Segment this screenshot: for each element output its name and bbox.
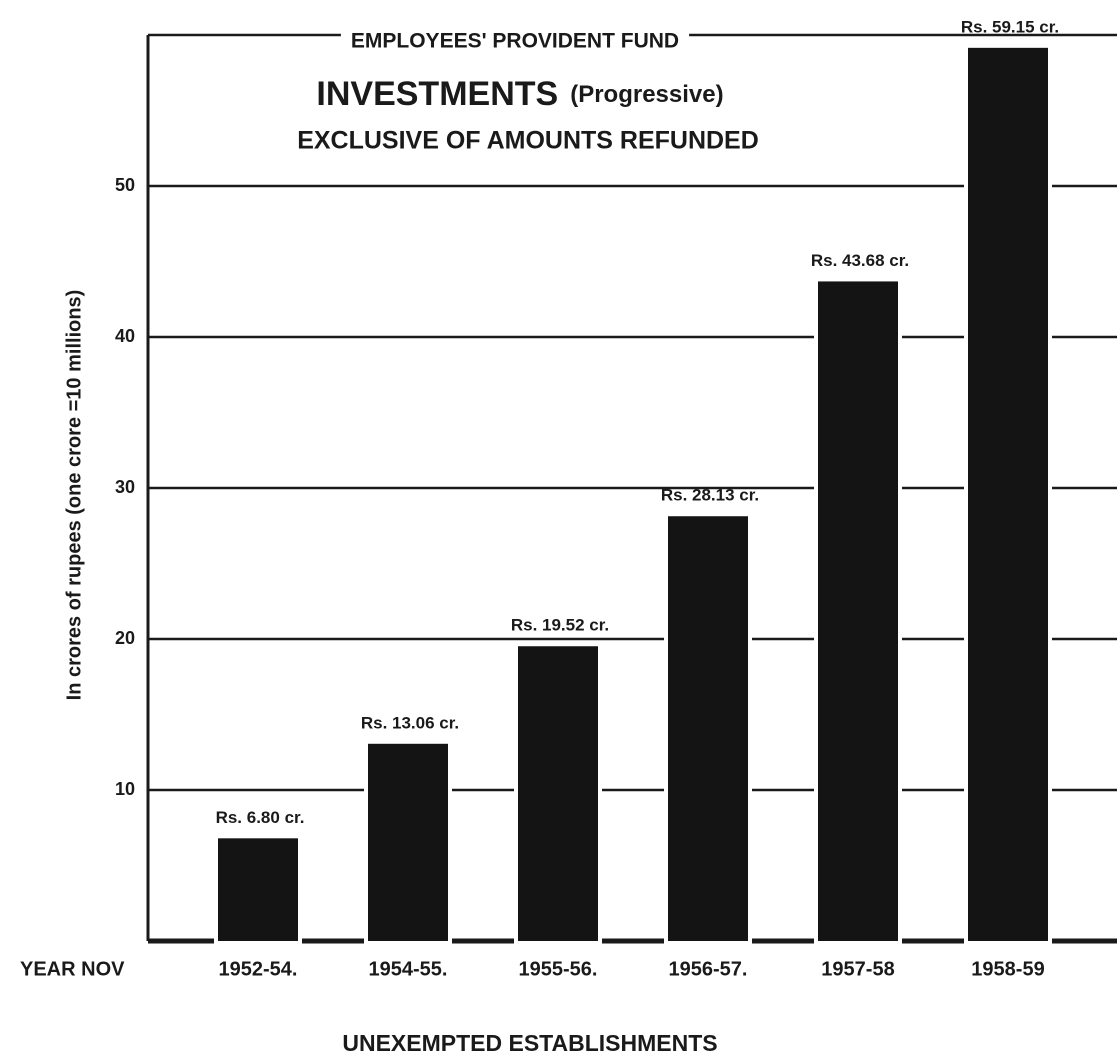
bar [514,642,602,945]
bar [664,512,752,945]
y-tick-label: 20 [115,628,135,648]
y-tick-label: 40 [115,326,135,346]
bar [214,834,302,946]
value-label: Rs. 19.52 cr. [511,616,609,635]
y-tick-label: 10 [115,779,135,799]
chart-note: EXCLUSIVE OF AMOUNTS REFUNDED [297,127,759,155]
value-label: Rs. 28.13 cr. [661,486,759,505]
chart-title: INVESTMENTS [316,75,558,113]
y-tick-label: 30 [115,477,135,497]
x-axis-prefix: YEAR NOV [20,958,125,980]
value-label: Rs. 43.68 cr. [811,251,909,270]
x-tick-label: 1957-58 [821,958,894,980]
x-tick-label: 1955-56. [519,958,598,980]
x-tick-label: 1952-54. [219,958,298,980]
value-label: Rs. 59.15 cr. [961,17,1059,36]
bar [964,43,1052,945]
x-tick-label: 1954-55. [369,958,448,980]
x-axis-label: UNEXEMPTED ESTABLISHMENTS [342,1030,717,1056]
chart-header: EMPLOYEES' PROVIDENT FUND [351,30,679,53]
chart-title-group: INVESTMENTS (Progressive) [316,75,723,113]
y-tick-label: 50 [115,175,135,195]
bar [364,739,452,945]
chart-subtitle: (Progressive) [570,81,723,108]
x-tick-label: 1956-57. [669,958,748,980]
x-tick-label: 1958-59 [971,958,1044,980]
value-label: Rs. 6.80 cr. [216,808,305,827]
bar [814,277,902,945]
value-label: Rs. 13.06 cr. [361,713,459,732]
plot: 10 20 30 40 50 1952-54. Rs. 6.80 cr. 1954-55. Rs… [115,17,1117,980]
header-backdrop [340,27,690,55]
y-axis-label: In crores of rupees (one crore =10 milli… [63,290,85,701]
